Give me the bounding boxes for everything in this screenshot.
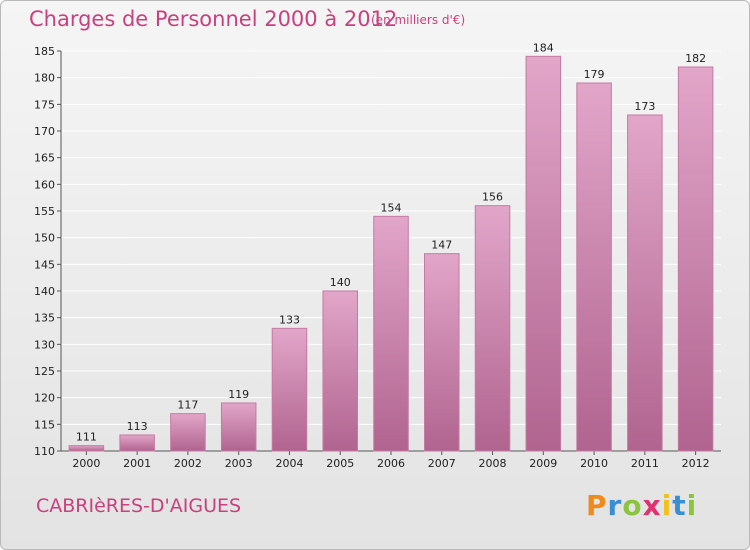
x-tick-label: 2007: [428, 457, 456, 470]
bar-2007: [424, 253, 460, 452]
logo-letter: x: [642, 489, 662, 522]
data-label-2002: 117: [177, 399, 198, 412]
x-tick-label: 2005: [326, 457, 354, 470]
y-tick-label: 175: [34, 98, 55, 111]
bar-2002: [170, 413, 206, 452]
x-tick-label: 2010: [580, 457, 608, 470]
bar-2006: [373, 215, 409, 452]
data-label-2000: 111: [76, 431, 97, 444]
logo-letter: P: [586, 489, 608, 522]
logo-letter: i: [686, 489, 698, 522]
x-tick-label: 2000: [72, 457, 100, 470]
bar-2005: [322, 290, 358, 452]
data-label-2010: 179: [584, 68, 605, 81]
y-tick-label: 110: [34, 445, 55, 458]
y-tick-label: 135: [34, 312, 55, 325]
y-tick-label: 125: [34, 365, 55, 378]
bar-2001: [119, 434, 155, 452]
data-label-2003: 119: [228, 388, 249, 401]
x-tick-label: 2001: [123, 457, 151, 470]
bar-2009: [525, 55, 562, 452]
y-tick-label: 160: [34, 178, 55, 191]
x-tick-label: 2004: [275, 457, 303, 470]
data-label-2001: 113: [127, 420, 148, 433]
x-tick-label: 2012: [682, 457, 710, 470]
logo-letter: o: [622, 489, 643, 522]
commune-name: CABRIèRES-D'AIGUES: [36, 495, 242, 517]
chart-subtitle: (en milliers d'€): [371, 13, 466, 27]
logo-letter: t: [672, 489, 687, 522]
x-tick-label: 2009: [529, 457, 557, 470]
y-tick-label: 130: [34, 338, 55, 351]
data-label-2007: 147: [431, 239, 452, 252]
bars: [68, 55, 714, 452]
y-tick-label: 170: [34, 125, 55, 138]
chart-title: Charges de Personnel 2000 à 2012: [29, 7, 398, 31]
data-label-2004: 133: [279, 313, 300, 326]
bar-2003: [220, 402, 257, 452]
bar-2004: [271, 327, 308, 452]
data-label-2011: 173: [634, 100, 655, 113]
data-label-2005: 140: [330, 276, 351, 289]
x-tick-label: 2003: [225, 457, 253, 470]
bar-2010: [576, 82, 612, 452]
logo-letter: i: [661, 489, 673, 522]
y-tick-label: 145: [34, 258, 55, 271]
data-label-2012: 182: [685, 52, 706, 65]
y-tick-label: 155: [34, 205, 55, 218]
y-tick-label: 185: [34, 45, 55, 58]
x-tick-label: 2002: [174, 457, 202, 470]
y-tick-label: 120: [34, 392, 55, 405]
data-label-2008: 156: [482, 191, 503, 204]
y-tick-label: 150: [34, 232, 55, 245]
bar-2012: [677, 66, 714, 452]
y-tick-label: 165: [34, 152, 55, 165]
x-tick-label: 2008: [479, 457, 507, 470]
x-tick-label: 2006: [377, 457, 405, 470]
bar-2011: [627, 114, 663, 452]
y-tick-label: 115: [34, 418, 55, 431]
bar-2008: [474, 205, 511, 452]
proxiti-logo: Proxiti: [586, 489, 697, 522]
labels: 110 115 120 125 130 135 140 145 150 155 160 165 170 1…: [34, 41, 710, 470]
y-tick-label: 140: [34, 285, 55, 298]
data-label-2009: 184: [533, 41, 554, 54]
data-label-2006: 154: [381, 201, 402, 214]
y-tick-label: 180: [34, 72, 55, 85]
logo-letter: r: [607, 489, 623, 522]
x-tick-label: 2011: [631, 457, 659, 470]
bar-2000: [68, 445, 105, 452]
